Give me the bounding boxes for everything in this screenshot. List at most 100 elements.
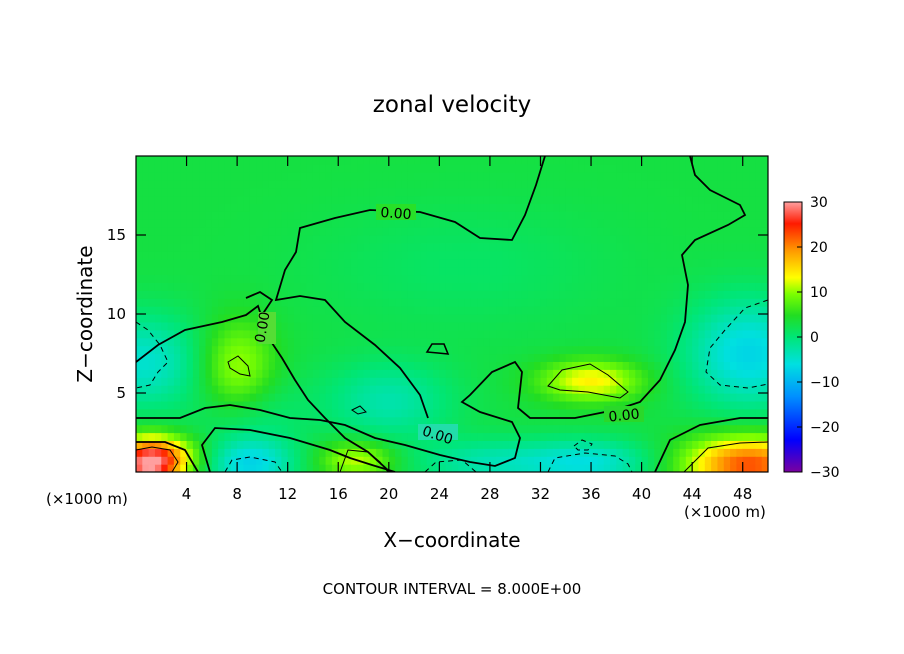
heatmap-cell: [268, 235, 276, 244]
heatmap-cell: [685, 227, 693, 236]
heatmap-cell: [647, 242, 655, 252]
heatmap-cell: [445, 258, 453, 268]
heatmap-cell: [180, 298, 188, 307]
heatmap-cell: [641, 290, 649, 299]
heatmap-cell: [597, 227, 605, 236]
heatmap-cell: [647, 408, 655, 418]
heatmap-cell: [666, 448, 674, 457]
heatmap-cell: [281, 298, 289, 307]
heatmap-cell: [262, 227, 270, 236]
heatmap-cell: [730, 448, 737, 457]
heatmap-cell: [161, 353, 169, 362]
heatmap-cell: [376, 156, 384, 165]
heatmap-cell: [211, 156, 219, 165]
heatmap-cell: [136, 377, 143, 386]
heatmap-cell: [230, 440, 238, 449]
heatmap-cell: [344, 290, 352, 299]
heatmap-cell: [483, 258, 491, 268]
heatmap-cell: [673, 408, 681, 418]
heatmap-cell: [616, 440, 624, 449]
heatmap-cell: [420, 329, 428, 339]
heatmap-cell: [173, 211, 181, 220]
heatmap-cell: [685, 314, 693, 323]
heatmap-cell: [344, 345, 352, 355]
heatmap-cell: [211, 393, 219, 402]
heatmap-cell: [300, 432, 308, 441]
heatmap-cell: [230, 163, 238, 173]
heatmap-cell: [262, 440, 270, 449]
heatmap-cell: [673, 274, 681, 283]
heatmap-cell: [698, 274, 706, 283]
heatmap-cell: [628, 179, 636, 189]
heatmap-cell: [641, 448, 649, 457]
x-tick-label: 44: [683, 485, 702, 503]
heatmap-cell: [306, 337, 314, 347]
heatmap-cell: [268, 369, 276, 378]
heatmap-cell: [641, 235, 649, 244]
heatmap-cell: [603, 171, 611, 181]
heatmap-cell: [660, 258, 668, 268]
heatmap-cell: [218, 187, 226, 197]
heatmap-cell: [300, 187, 308, 197]
heatmap-cell: [325, 219, 333, 228]
heatmap-cell: [433, 219, 440, 228]
heatmap-cell: [540, 163, 548, 173]
heatmap-cell: [553, 227, 561, 236]
heatmap-cell: [508, 345, 516, 355]
heatmap-cell: [730, 345, 737, 355]
heatmap-cell: [161, 187, 169, 197]
heatmap-cell: [268, 464, 276, 472]
heatmap-cell: [249, 464, 257, 472]
heatmap-cell: [521, 456, 529, 465]
heatmap-cell: [477, 195, 485, 204]
heatmap-cell: [749, 424, 756, 434]
heatmap-cell: [489, 227, 497, 236]
heatmap-cell: [534, 203, 542, 212]
heatmap-cell: [610, 290, 617, 299]
heatmap-cell: [401, 219, 409, 228]
heatmap-cell: [262, 156, 270, 165]
heatmap-cell: [205, 156, 213, 165]
heatmap-cell: [331, 298, 339, 307]
heatmap-cell: [211, 353, 219, 362]
heatmap-cell: [350, 345, 358, 355]
heatmap-cell: [711, 393, 719, 402]
heatmap-cell: [407, 219, 415, 228]
heatmap-cell: [287, 187, 295, 197]
heatmap-cell: [673, 464, 681, 472]
heatmap-cell: [641, 377, 649, 386]
heatmap-cell: [685, 416, 693, 426]
heatmap-cell: [610, 156, 617, 165]
heatmap-cell: [572, 424, 579, 434]
heatmap-cell: [325, 408, 333, 418]
heatmap-cell: [736, 448, 744, 457]
heatmap-cell: [698, 171, 706, 181]
heatmap-cell: [610, 187, 617, 197]
heatmap-cell: [483, 242, 491, 252]
heatmap-cell: [616, 369, 624, 378]
heatmap-cell: [591, 258, 598, 268]
heatmap-cell: [161, 203, 169, 212]
heatmap-cell: [363, 456, 371, 465]
heatmap-cell: [136, 274, 143, 283]
heatmap-cell: [679, 424, 687, 434]
heatmap-cell: [761, 290, 768, 299]
heatmap-cell: [692, 258, 700, 268]
colorbar-tick-label: 0: [810, 330, 819, 346]
heatmap-cell: [237, 448, 245, 457]
heatmap-cell: [230, 329, 238, 339]
heatmap-cell: [521, 314, 529, 323]
heatmap-cell: [414, 432, 421, 441]
heatmap-cell: [173, 369, 181, 378]
heatmap-cell: [761, 329, 768, 339]
heatmap-cell: [161, 179, 169, 189]
heatmap-cell: [534, 195, 542, 204]
heatmap-cell: [154, 266, 162, 276]
heatmap-cell: [565, 408, 573, 418]
heatmap-cell: [603, 219, 611, 228]
heatmap-cell: [287, 266, 295, 276]
heatmap-cell: [262, 424, 270, 434]
heatmap-cell: [521, 361, 529, 370]
heatmap-cell: [483, 179, 491, 189]
heatmap-cell: [761, 361, 768, 370]
